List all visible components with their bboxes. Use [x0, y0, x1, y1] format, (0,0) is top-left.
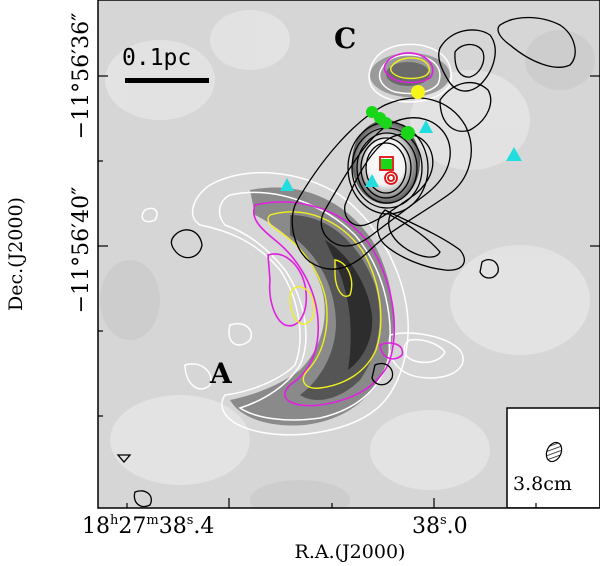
- green-markers: [366, 106, 415, 170]
- green-source-marker: [380, 117, 392, 129]
- red-circle-marker: [387, 174, 395, 182]
- yellow-contours: [267, 57, 430, 389]
- y-tick-label-2: −11°56′40″: [69, 187, 94, 314]
- green-square-marker: [381, 159, 392, 170]
- x-tick-label-2: 38s.0: [412, 513, 468, 539]
- beam-label: 3.8cm: [513, 473, 572, 495]
- green-source-marker: [401, 126, 415, 140]
- cyan-triangle-marker: [280, 178, 294, 191]
- scale-bar-label: 0.1pc: [122, 45, 191, 71]
- x-tick-label-1: 18h27m38s.4: [82, 513, 214, 539]
- red-square-marker: [379, 156, 394, 171]
- scale-bar: [125, 78, 209, 83]
- y-tick-label-1: −11°56′36″: [69, 13, 94, 140]
- region-a-label: A: [209, 357, 233, 390]
- white-contours: [141, 43, 464, 436]
- red-circle-marker: [384, 171, 398, 185]
- map-plot-area: A C 0.1pc 3.8cm: [98, 0, 600, 508]
- cyan-triangle-markers: [280, 120, 522, 191]
- x-axis-title: R.A.(J2000): [295, 541, 406, 563]
- cyan-triangle-marker: [419, 120, 433, 133]
- cyan-triangle-marker: [365, 174, 379, 187]
- beam-box: 3.8cm: [506, 407, 600, 508]
- region-c-label: C: [334, 22, 356, 55]
- magenta-contours: [253, 52, 434, 407]
- beam-ellipse: [545, 441, 563, 463]
- y-axis-title: Dec.(J2000): [5, 197, 27, 311]
- tick-marks: [98, 75, 600, 508]
- yellow-source-marker: [411, 85, 425, 99]
- red-markers: [379, 156, 398, 185]
- plot-frame: [97, 0, 600, 509]
- cyan-triangle-marker: [506, 147, 522, 161]
